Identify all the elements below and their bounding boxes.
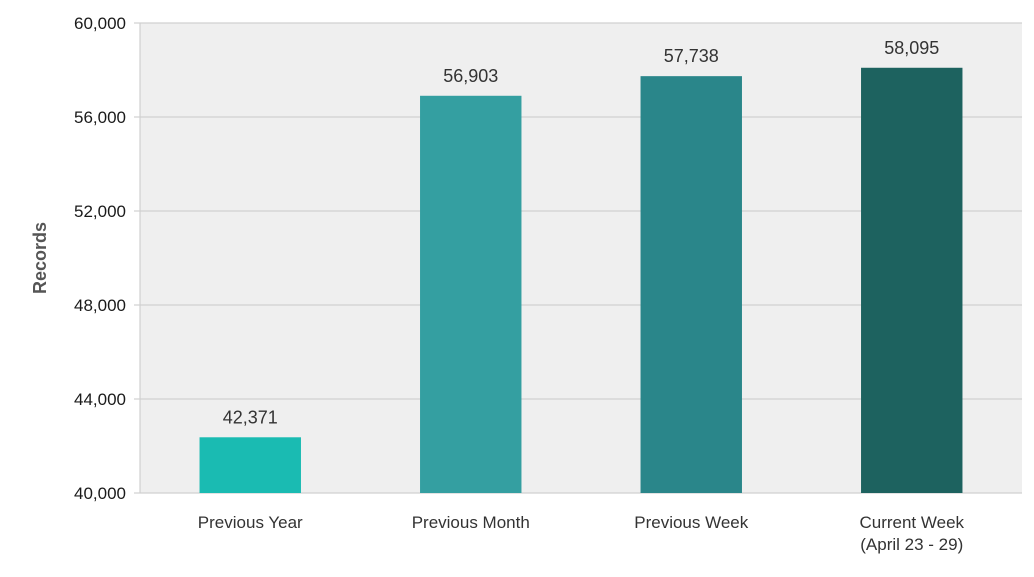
bar: [640, 76, 742, 494]
x-tick-label: Previous Month: [412, 513, 530, 532]
data-labels: 42,371 56,903 57,738 58,095: [223, 38, 940, 428]
y-tick-label: 56,000: [74, 108, 126, 127]
y-axis-title: Records: [30, 222, 50, 294]
x-tick-label-line: (April 23 - 29): [860, 535, 963, 554]
y-tick-label: 40,000: [74, 484, 126, 503]
data-label: 56,903: [443, 66, 498, 86]
y-tick-label: 44,000: [74, 390, 126, 409]
x-axis: Previous Year Previous Month Previous Week…: [198, 513, 965, 554]
y-tick-label: 48,000: [74, 296, 126, 315]
bars: [199, 67, 963, 494]
data-label: 58,095: [884, 38, 939, 58]
x-tick-label: Previous Week: [634, 513, 749, 532]
bar: [199, 437, 301, 493]
data-label: 42,371: [223, 407, 278, 427]
x-tick-label-line: Previous Month: [412, 513, 530, 532]
bar: [420, 95, 522, 493]
data-label: 57,738: [664, 46, 719, 66]
x-tick-label-line: Current Week: [859, 513, 964, 532]
x-tick-label: Previous Year: [198, 513, 303, 532]
x-tick-label: Current Week (April 23 - 29): [859, 513, 964, 554]
bar: [861, 67, 963, 493]
y-tick-label: 60,000: [74, 14, 126, 33]
y-axis: 40,000 44,000 48,000 52,000 56,000 60,000: [74, 14, 141, 503]
y-tick-label: 52,000: [74, 202, 126, 221]
x-tick-label-line: Previous Week: [634, 513, 749, 532]
x-tick-label-line: Previous Year: [198, 513, 303, 532]
